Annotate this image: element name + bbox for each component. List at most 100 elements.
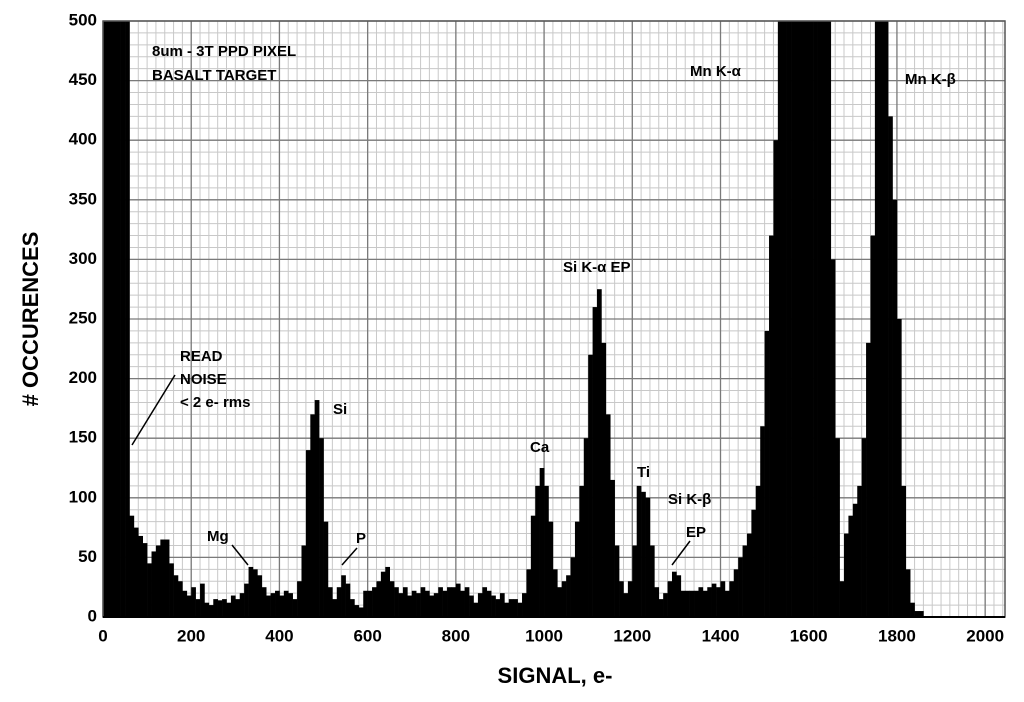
bar (447, 587, 452, 617)
x-tick-label: 600 (353, 626, 381, 645)
leader-line (671, 540, 691, 566)
bar (791, 21, 796, 617)
bar (645, 497, 651, 617)
bar (455, 583, 461, 617)
bar (649, 545, 655, 617)
bar (310, 414, 316, 617)
bar (239, 593, 245, 617)
bar (627, 581, 633, 617)
bar (402, 587, 408, 617)
bar (689, 590, 695, 617)
bar (230, 595, 236, 617)
bar (460, 590, 465, 617)
bar (138, 535, 143, 617)
bar (835, 438, 840, 617)
bar (918, 611, 924, 617)
bar (530, 515, 536, 617)
bar (786, 21, 792, 617)
bar (345, 583, 351, 617)
x-tick-label: 1800 (878, 626, 916, 645)
annotation: < 2 e- rms (180, 394, 250, 411)
bar (169, 563, 174, 617)
bar (597, 289, 602, 617)
bar (292, 599, 298, 617)
bar (438, 587, 443, 617)
bar (888, 116, 893, 617)
bar (208, 605, 214, 617)
bar (288, 593, 293, 617)
bar (874, 21, 880, 617)
bar (416, 593, 421, 617)
bar (508, 599, 514, 617)
bar (367, 590, 373, 617)
bar (892, 199, 898, 617)
bar (469, 595, 474, 617)
bar (782, 21, 787, 617)
bar (654, 587, 660, 617)
bar (733, 569, 739, 617)
bar (517, 602, 523, 617)
bar (155, 545, 161, 617)
bar (724, 590, 730, 617)
bar (870, 235, 876, 617)
annotation: Ti (637, 464, 650, 481)
annotation: Ca (530, 439, 550, 456)
bar (769, 235, 774, 617)
bar (160, 539, 166, 617)
y-tick-label: 150 (69, 428, 97, 447)
bar (729, 581, 735, 617)
bar (848, 515, 854, 617)
x-tick-label: 800 (442, 626, 470, 645)
bar (420, 587, 426, 617)
bar (738, 557, 743, 617)
bar (592, 307, 598, 617)
annotation: Mn K-α (690, 63, 742, 80)
bar (103, 21, 108, 617)
bar (120, 21, 126, 617)
bar (804, 21, 810, 617)
bar (671, 571, 677, 617)
y-tick-label: 450 (69, 70, 97, 89)
bar (535, 485, 540, 617)
bar (513, 599, 518, 617)
x-axis-title: SIGNAL, e- (498, 663, 613, 688)
annotation: Si (333, 401, 347, 418)
bar (464, 587, 470, 617)
bar (411, 590, 417, 617)
bar (813, 21, 818, 617)
bar (314, 400, 320, 617)
bar (213, 599, 218, 617)
bar (385, 566, 390, 617)
bar (204, 602, 210, 617)
bar (297, 581, 302, 617)
bar (433, 593, 439, 617)
annotation: Si K-α EP (563, 259, 631, 276)
y-axis-title: # OCCURENCES (18, 232, 43, 407)
x-tick-label: 2000 (966, 626, 1004, 645)
bar (182, 590, 188, 617)
leader-line (341, 547, 358, 566)
bar (257, 575, 263, 617)
bar (830, 259, 836, 617)
annotation: READ (180, 348, 223, 365)
bar (389, 581, 395, 617)
bar (301, 545, 307, 617)
annotation: Mn K-β (905, 71, 956, 88)
bar (667, 581, 673, 617)
bar (658, 599, 664, 617)
bar (676, 575, 682, 617)
y-tick-label: 350 (69, 189, 97, 208)
bar (173, 575, 179, 617)
bar (491, 595, 496, 617)
x-tick-label: 200 (177, 626, 205, 645)
bar (235, 599, 241, 617)
bar (896, 319, 902, 617)
bar (844, 533, 849, 617)
bar (821, 21, 827, 617)
bar (327, 587, 333, 617)
bar (583, 438, 589, 617)
bar (195, 599, 201, 617)
bar (610, 479, 615, 617)
bar (720, 581, 726, 617)
bar (270, 593, 276, 617)
